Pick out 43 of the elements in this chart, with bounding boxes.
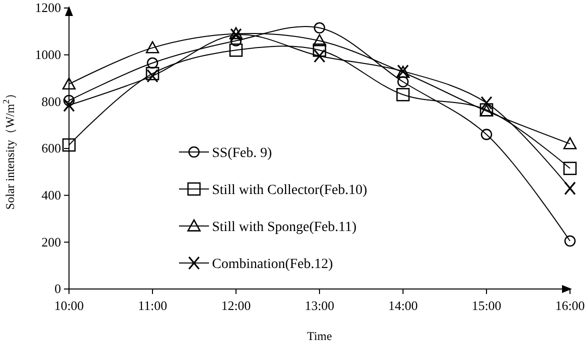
point	[396, 88, 410, 102]
point	[62, 138, 76, 152]
point	[146, 57, 158, 69]
point	[564, 235, 576, 247]
y-tick-label: 1000	[35, 46, 61, 62]
x-axis-title: Time	[307, 329, 332, 343]
legend-label: Combination(Feb.12)	[212, 257, 334, 272]
x-tick-label: 16:00	[555, 298, 585, 313]
point	[480, 96, 492, 110]
point	[314, 22, 326, 34]
point	[312, 44, 326, 57]
point	[146, 41, 160, 54]
y-tick-label: 600	[42, 140, 61, 156]
y-tick-label: 400	[42, 187, 61, 202]
point	[312, 34, 326, 46]
point	[563, 137, 577, 150]
point	[314, 49, 326, 63]
point	[229, 27, 243, 40]
x-tick-label: 12:00	[221, 298, 251, 313]
point	[563, 162, 577, 176]
legend-label: Still with Sponge(Feb.11)	[212, 220, 357, 235]
legend-label: SS(Feb. 9)	[212, 146, 272, 161]
point	[63, 94, 75, 106]
y-tick-label: 200	[42, 234, 61, 250]
x-tick-label: 11:00	[138, 298, 168, 313]
x-tick-label: 13:00	[304, 298, 334, 313]
point	[230, 35, 242, 46]
point	[146, 66, 160, 80]
point	[230, 28, 242, 42]
x-tick-label: 10:00	[54, 298, 84, 313]
x-tick-label: 15:00	[472, 298, 502, 313]
point	[62, 77, 76, 90]
point	[146, 69, 158, 83]
point	[480, 128, 492, 140]
y-tick-label: 0	[54, 281, 61, 296]
x-tick-label: 14:00	[388, 298, 418, 313]
legend-label: Still with Collector(Feb.10)	[212, 183, 368, 198]
point	[564, 182, 576, 196]
point	[229, 44, 243, 57]
y-tick-label: 800	[42, 94, 61, 109]
point	[397, 76, 409, 88]
point	[63, 98, 75, 112]
y-tick-label: 1200	[35, 0, 61, 16]
